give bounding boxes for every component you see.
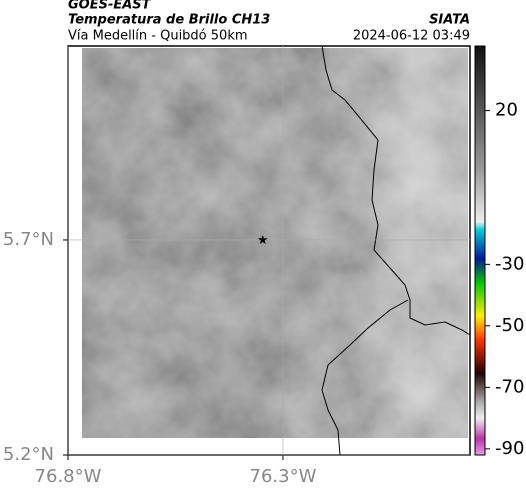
- colorbar-label: -90: [495, 438, 524, 459]
- border-line: [321, 45, 471, 336]
- colorbar: [474, 45, 486, 456]
- colorbar-label: -30: [495, 253, 524, 274]
- y-tick-label: 5.2°N: [3, 444, 54, 465]
- colorbar-label: -50: [495, 315, 524, 336]
- colorbar-label: 20: [495, 100, 518, 121]
- imagery-highlight: [82, 48, 468, 438]
- datetime: 2024-06-12 03:49: [353, 29, 470, 44]
- brand: SIATA: [429, 13, 470, 28]
- x-tick-label: 76.8°W: [35, 466, 102, 487]
- title: Temperatura de Brillo CH13: [68, 13, 270, 28]
- imagery: [82, 48, 468, 438]
- colorbar-label: -70: [495, 376, 524, 397]
- subtitle: Vía Medellín - Quibdó 50km: [68, 29, 248, 44]
- border-line: [321, 299, 409, 456]
- source: GOES-EAST: [68, 0, 152, 13]
- borders: [321, 45, 471, 456]
- location-marker: [258, 235, 268, 244]
- x-tick-label: 76.3°W: [250, 466, 317, 487]
- y-tick-label: 5.7°N: [3, 229, 54, 250]
